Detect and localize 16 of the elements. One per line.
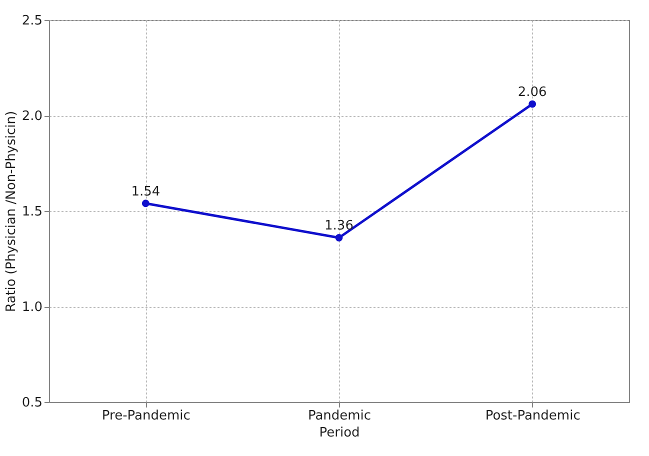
y-axis-title: Ratio (Physician /Non-Physicin) [4, 110, 19, 312]
y-tick-label: 0.5 [22, 396, 42, 410]
x-axis-title: Period [319, 426, 360, 440]
point [528, 100, 536, 108]
point [335, 234, 343, 242]
x-tick-label: Pandemic [308, 408, 372, 424]
x-tick-label: Post-Pandemic [485, 408, 580, 424]
data-label: 1.54 [131, 184, 160, 200]
data-label: 1.36 [324, 218, 354, 234]
y-tick-label: 2.0 [22, 109, 42, 124]
y-tick-label: 1.0 [22, 300, 42, 315]
y-tick-label: 2.5 [22, 14, 42, 28]
y-tick-label: 1.5 [22, 204, 42, 220]
x-tick-label: Pre-Pandemic [102, 408, 190, 424]
data-label: 2.06 [518, 85, 547, 100]
point [142, 200, 150, 208]
